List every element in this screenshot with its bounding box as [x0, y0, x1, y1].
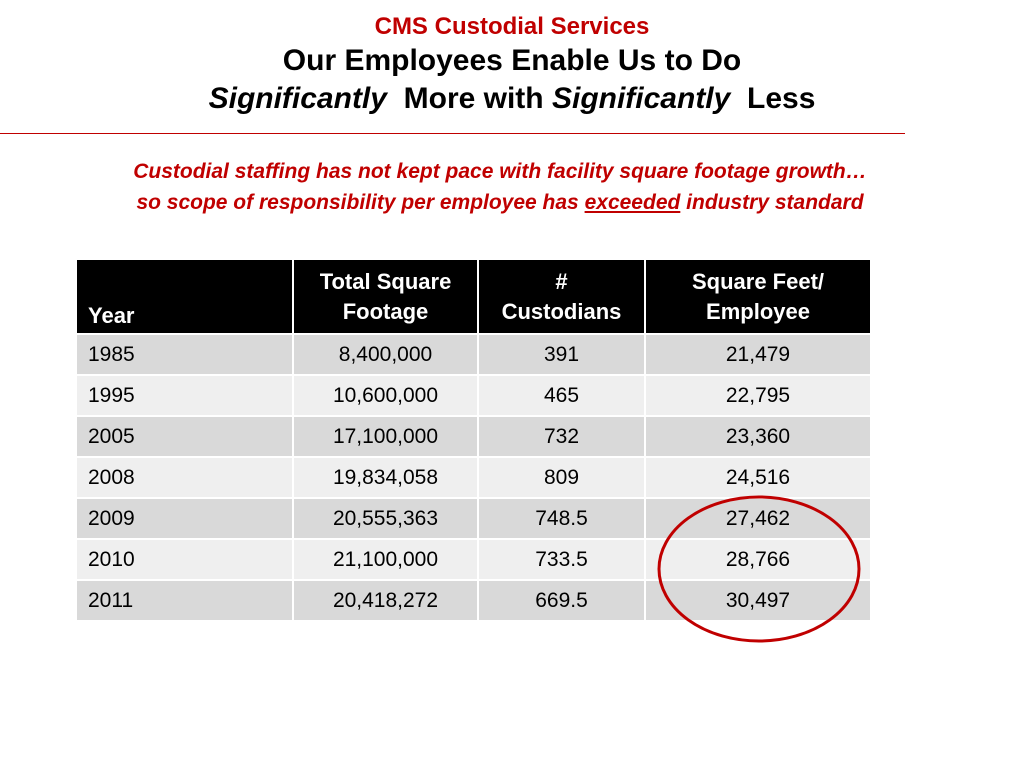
- header-label-line1: Square Feet/: [691, 268, 825, 294]
- title-middle-text: More with: [403, 82, 544, 115]
- cell-year: 2011: [77, 580, 294, 622]
- table-body: 1985 8,400,000 391 21,479 1995 10,600,00…: [77, 334, 870, 622]
- cell-custodians: 391: [478, 334, 646, 376]
- table-row: 2009 20,555,363 748.5 27,462: [77, 498, 870, 540]
- header-label-line2: Custodians: [501, 298, 622, 324]
- table-row: 2011 20,418,272 669.5 30,497: [77, 580, 870, 622]
- table-row: 2005 17,100,000 732 23,360: [77, 416, 870, 458]
- header-label-line2: Footage: [342, 298, 429, 324]
- table-row: 2008 19,834,058 809 24,516: [77, 457, 870, 499]
- header-row: Year Total Square Footage # Custodians S…: [77, 260, 870, 335]
- header-custodians: # Custodians: [478, 260, 646, 335]
- cell-square-feet-per-employee: 27,462: [645, 498, 870, 540]
- table-row: 1985 8,400,000 391 21,479: [77, 334, 870, 376]
- staffing-table: Year Total Square Footage # Custodians S…: [77, 260, 870, 622]
- cell-square-feet-per-employee: 28,766: [645, 539, 870, 581]
- header-label-line1: #: [555, 268, 568, 294]
- title-divider: [0, 133, 905, 134]
- header-year-label: Year: [88, 303, 135, 328]
- cell-year: 2005: [77, 416, 294, 458]
- header-total-square-footage: Total Square Footage: [293, 260, 479, 335]
- cell-square-feet-per-employee: 21,479: [645, 334, 870, 376]
- cell-year: 2009: [77, 498, 294, 540]
- subtitle-line2-after: industry standard: [686, 191, 864, 214]
- cell-total-square-footage: 10,600,000: [293, 375, 479, 417]
- cell-custodians: 669.5: [478, 580, 646, 622]
- cell-custodians: 732: [478, 416, 646, 458]
- org-title: CMS Custodial Services: [374, 13, 650, 40]
- cell-square-feet-per-employee: 22,795: [645, 375, 870, 417]
- slide-header: CMS Custodial Services Our Employees Ena…: [0, 12, 1024, 118]
- title-end-text: Less: [747, 82, 816, 115]
- main-title-line1: Our Employees Enable Us to Do: [282, 44, 742, 77]
- cell-total-square-footage: 20,418,272: [293, 580, 479, 622]
- cell-custodians: 748.5: [478, 498, 646, 540]
- table-row: 2010 21,100,000 733.5 28,766: [77, 539, 870, 581]
- title-emphasis-2: Significantly: [551, 82, 731, 115]
- cell-square-feet-per-employee: 24,516: [645, 457, 870, 499]
- cell-total-square-footage: 20,555,363: [293, 498, 479, 540]
- cell-year: 1985: [77, 334, 294, 376]
- subtitle-underlined-word: exceeded: [584, 191, 681, 214]
- header-label-line2: Employee: [706, 298, 810, 324]
- header-year: Year: [77, 260, 294, 335]
- header-square-feet-per-employee: Square Feet/ Employee: [645, 260, 870, 335]
- subtitle-line2-before: so scope of responsibility per employee …: [136, 191, 579, 214]
- cell-custodians: 809: [478, 457, 646, 499]
- subtitle-line2: so scope of responsibility per employee …: [0, 187, 1000, 218]
- table-header: Year Total Square Footage # Custodians S…: [77, 260, 870, 335]
- cell-total-square-footage: 8,400,000: [293, 334, 479, 376]
- subtitle: Custodial staffing has not kept pace wit…: [0, 156, 1000, 218]
- cell-year: 2008: [77, 457, 294, 499]
- header-label-line1: Total Square: [319, 268, 452, 294]
- cell-custodians: 733.5: [478, 539, 646, 581]
- cell-total-square-footage: 17,100,000: [293, 416, 479, 458]
- cell-custodians: 465: [478, 375, 646, 417]
- table-row: 1995 10,600,000 465 22,795: [77, 375, 870, 417]
- cell-total-square-footage: 19,834,058: [293, 457, 479, 499]
- title-emphasis-1: Significantly: [208, 82, 387, 115]
- main-title-line2: Significantly More with Significantly Le…: [0, 80, 1024, 118]
- subtitle-line1: Custodial staffing has not kept pace wit…: [133, 160, 867, 183]
- cell-year: 2010: [77, 539, 294, 581]
- cell-square-feet-per-employee: 23,360: [645, 416, 870, 458]
- cell-year: 1995: [77, 375, 294, 417]
- cell-square-feet-per-employee: 30,497: [645, 580, 870, 622]
- cell-total-square-footage: 21,100,000: [293, 539, 479, 581]
